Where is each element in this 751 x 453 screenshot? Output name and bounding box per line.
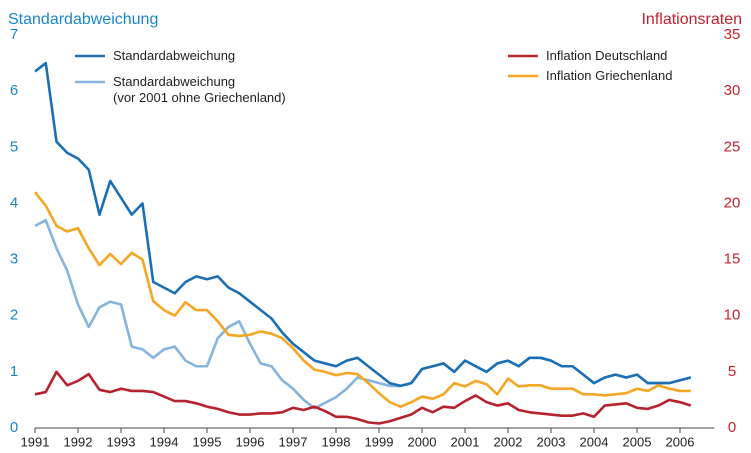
- y2-tick-label: 0: [728, 419, 736, 436]
- legend-label: Inflation Griechenland: [546, 68, 673, 83]
- y-tick-label: 0: [10, 419, 18, 436]
- x-tick-label: 1999: [365, 434, 394, 449]
- y2-axis-label: Inflationsraten: [641, 11, 742, 28]
- y-tick-label: 4: [10, 194, 18, 211]
- y-tick-label: 1: [10, 363, 18, 380]
- x-tick-label: 1993: [107, 434, 136, 449]
- y-tick-label: 6: [10, 82, 18, 99]
- legend-label: Standardabweichung: [113, 48, 236, 63]
- series-line: [34, 61, 692, 388]
- x-tick-label: 2003: [537, 434, 566, 449]
- y2-tick-label: 20: [724, 194, 741, 211]
- y-tick-label: 2: [10, 307, 18, 324]
- y2-tick-label: 5: [728, 363, 736, 380]
- y2-tick-label: 25: [724, 138, 741, 155]
- x-tick-label: 1992: [64, 434, 93, 449]
- x-tick-label: 1996: [236, 434, 265, 449]
- x-tick-label: 2004: [580, 434, 609, 449]
- y-tick-label: 7: [10, 26, 18, 43]
- x-tick-label: 2005: [623, 434, 652, 449]
- y-tick-label: 5: [10, 138, 18, 155]
- x-tick-label: 1998: [322, 434, 351, 449]
- x-tick-label: 2001: [451, 434, 480, 449]
- legend-label: Inflation Deutschland: [546, 48, 668, 63]
- y2-tick-label: 15: [724, 251, 741, 268]
- series-line: [33, 191, 691, 408]
- x-tick-label: 1991: [21, 434, 50, 449]
- x-tick-label: 2002: [494, 434, 523, 449]
- y-axis-label: Standardabweichung: [8, 11, 158, 28]
- y-tick-label: 3: [10, 251, 18, 268]
- y2-tick-label: 30: [724, 82, 741, 99]
- x-tick-label: 1997: [279, 434, 308, 449]
- y2-tick-label: 35: [724, 26, 741, 43]
- y2-tick-label: 10: [724, 307, 741, 324]
- x-tick-label: 1995: [193, 434, 222, 449]
- x-tick-label: 1994: [150, 434, 179, 449]
- x-tick-label: 2000: [408, 434, 437, 449]
- legend-label: Standardabweichung (vor 2001 ohne Griech…: [113, 74, 286, 105]
- x-tick-label: 2006: [666, 434, 695, 449]
- series-line: [34, 370, 692, 425]
